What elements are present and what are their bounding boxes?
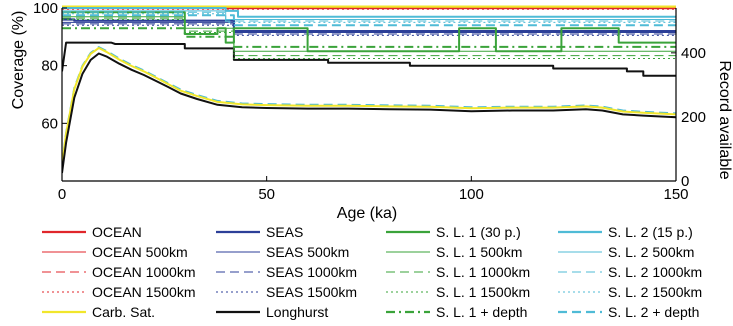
legend-label: OCEAN 500km xyxy=(92,244,188,260)
legend-label: S. L. 1 1000km xyxy=(436,264,530,280)
legend-label: S. L. 2 + depth xyxy=(608,304,699,320)
x-tick-label: 150 xyxy=(663,186,688,203)
record-available-line-3 xyxy=(62,52,676,174)
x-tick-label: 100 xyxy=(459,186,484,203)
legend-item: S. L. 2 (15 p.) xyxy=(558,224,693,240)
legend-label: S. L. 2 1500km xyxy=(608,284,702,300)
legend-label: S. L. 1 (30 p.) xyxy=(436,224,521,240)
series-line-s-l-1-depth xyxy=(62,27,676,48)
series-line-s-l-2-15-p xyxy=(62,7,676,18)
legend-item: S. L. 2 1500km xyxy=(558,284,702,300)
x-axis-label: Age (ka) xyxy=(337,205,397,222)
legend-item: SEAS 1000km xyxy=(216,264,357,280)
legend-label: SEAS 1000km xyxy=(266,264,357,280)
x-tick-label: 0 xyxy=(58,186,66,203)
plot-lines xyxy=(62,5,676,174)
legend-label: SEAS xyxy=(266,224,303,240)
legend-label: SEAS 500km xyxy=(266,244,349,260)
y-tick-label-left: 60 xyxy=(41,115,58,132)
legend-item: OCEAN xyxy=(42,224,142,240)
y-axis-label-right: Record available xyxy=(716,60,733,179)
series-line-s-l-1-1500km xyxy=(62,19,676,59)
x-tick-label: 50 xyxy=(258,186,275,203)
legend-item: S. L. 1 1500km xyxy=(386,284,530,300)
legend-item: OCEAN 500km xyxy=(42,244,188,260)
record-available-line-2 xyxy=(62,47,676,166)
legend-label: SEAS 1500km xyxy=(266,284,357,300)
legend-item: OCEAN 1500km xyxy=(42,284,195,300)
legend-label: OCEAN 1500km xyxy=(92,284,195,300)
series-line-s-l-1-500km xyxy=(62,16,676,52)
y-axis-label-left: Coverage (%) xyxy=(10,11,27,110)
legend-item: S. L. 2 500km xyxy=(558,244,694,260)
legend-item: SEAS 1500km xyxy=(216,284,357,300)
legend-item: SEAS xyxy=(216,224,303,240)
legend-item: Longhurst xyxy=(216,304,328,320)
legend-item: S. L. 2 + depth xyxy=(558,304,699,320)
legend-item: S. L. 1 1000km xyxy=(386,264,530,280)
legend-label: S. L. 2 1000km xyxy=(608,264,702,280)
y-tick-label-right: 200 xyxy=(681,109,706,126)
legend-label: S. L. 1 500km xyxy=(436,244,522,260)
legend: OCEAN SEAS S. L. 1 (30 p.) S. L. 2 (15 p.) O… xyxy=(42,224,702,320)
legend-label: S. L. 2 500km xyxy=(608,244,694,260)
y-tick-label-right: 400 xyxy=(681,45,706,62)
legend-label: OCEAN xyxy=(92,224,142,240)
legend-item: S. L. 1 + depth xyxy=(386,304,527,320)
legend-item: S. L. 2 1000km xyxy=(558,264,702,280)
series-line-longhurst xyxy=(62,41,676,77)
y-tick-label-left: 80 xyxy=(41,58,58,75)
legend-label: S. L. 2 (15 p.) xyxy=(608,224,693,240)
axes: 0 50 100 150 60 80 100 0 200 400 xyxy=(33,0,706,203)
legend-item: OCEAN 1000km xyxy=(42,264,195,280)
y-tick-label-left: 100 xyxy=(33,0,58,17)
series-line-s-l-2-depth xyxy=(62,14,676,27)
legend-label: OCEAN 1000km xyxy=(92,264,195,280)
legend-label: S. L. 1 + depth xyxy=(436,304,527,320)
series-line-s-l-1-1000km xyxy=(62,17,676,57)
legend-item: S. L. 1 500km xyxy=(386,244,522,260)
legend-item: SEAS 500km xyxy=(216,244,349,260)
legend-label: Longhurst xyxy=(266,304,328,320)
legend-label: Carb. Sat. xyxy=(92,304,155,320)
legend-label: S. L. 1 1500km xyxy=(436,284,530,300)
series-line-s-l-2-1500km xyxy=(62,13,676,23)
y-tick-label-right: 0 xyxy=(681,173,689,190)
legend-item: S. L. 1 (30 p.) xyxy=(386,224,521,240)
legend-item: Carb. Sat. xyxy=(42,304,155,320)
